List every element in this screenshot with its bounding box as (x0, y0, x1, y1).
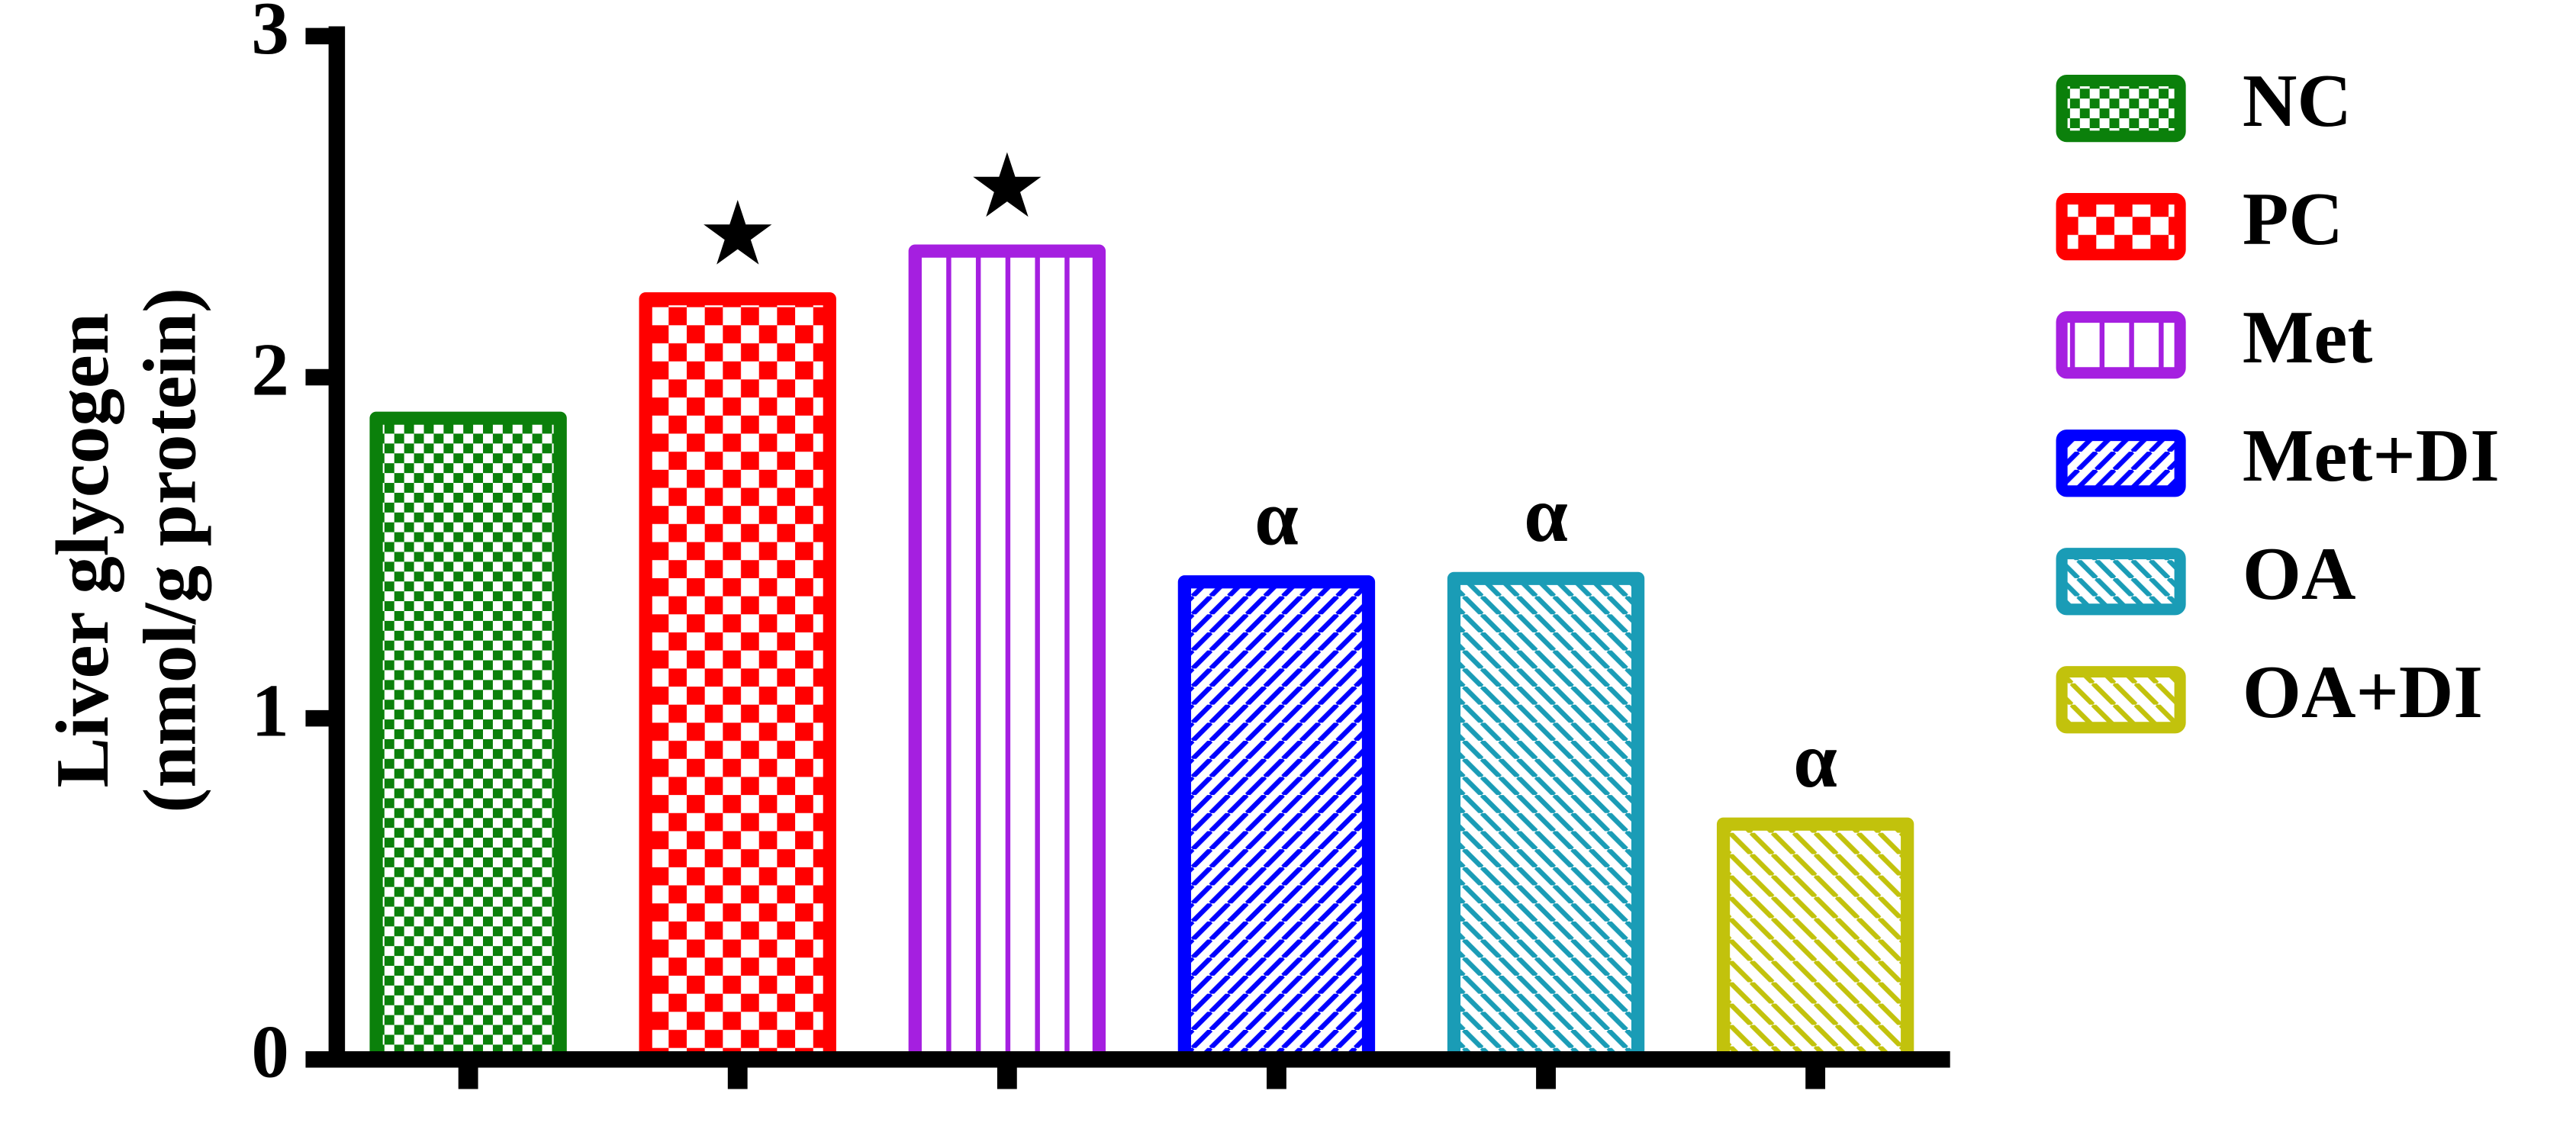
annotation: ★ (972, 144, 1043, 231)
annotation: α (1254, 475, 1299, 561)
y-tick-label: 2 (251, 328, 289, 411)
legend-label: Met+DI (2243, 414, 2500, 497)
y-axis-label: Liver glycogen (41, 313, 124, 788)
legend-label: PC (2243, 178, 2343, 261)
bar (369, 411, 567, 1066)
legend-label: OA+DI (2243, 651, 2483, 734)
legend-swatch (2056, 75, 2186, 143)
bar (1447, 571, 1645, 1066)
y-tick-label: 1 (251, 669, 289, 752)
legend-label: NC (2243, 60, 2352, 143)
bar (639, 292, 836, 1066)
legend-label: OA (2243, 532, 2356, 616)
bar (908, 244, 1106, 1066)
annotation: α (1524, 471, 1568, 558)
legend-swatch (2056, 548, 2186, 616)
y-tick-label: 3 (251, 0, 289, 70)
y-axis-label: (nmol/g protein) (128, 288, 211, 813)
legend-swatch (2056, 429, 2186, 497)
y-tick-label: 0 (251, 1010, 289, 1093)
bar (1716, 817, 1914, 1066)
legend-label: Met (2243, 296, 2372, 379)
bar (1177, 575, 1376, 1066)
legend-swatch (2056, 311, 2186, 379)
annotation: α (1793, 717, 1837, 804)
legend-swatch (2056, 193, 2186, 261)
annotation: ★ (702, 191, 773, 278)
legend-swatch (2056, 666, 2186, 734)
